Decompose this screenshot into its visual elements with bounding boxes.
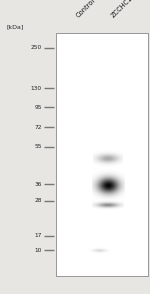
Text: 28: 28 (34, 198, 42, 203)
Text: [kDa]: [kDa] (7, 24, 24, 29)
Text: 72: 72 (34, 124, 42, 130)
Text: 130: 130 (31, 86, 42, 91)
Bar (56, 33, 148, 276)
Text: 250: 250 (30, 45, 42, 50)
Text: 55: 55 (34, 144, 42, 150)
Text: 95: 95 (34, 105, 42, 110)
Text: 36: 36 (34, 182, 42, 187)
Text: ZCCHC10: ZCCHC10 (110, 0, 136, 19)
Text: Control: Control (75, 0, 97, 19)
Text: 10: 10 (34, 248, 42, 253)
Text: 17: 17 (34, 233, 42, 238)
Bar (56, 33, 148, 276)
